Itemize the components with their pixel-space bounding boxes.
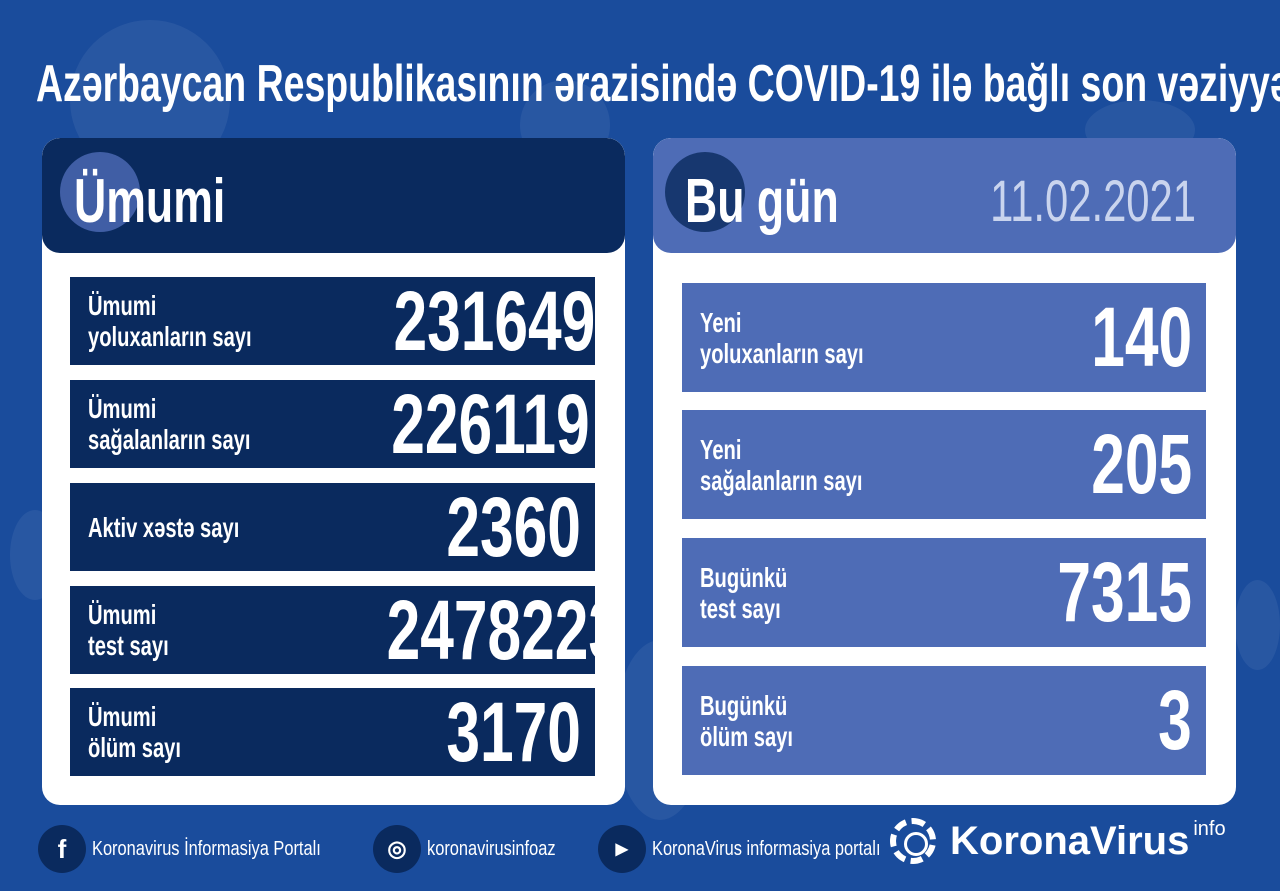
today-heading: Bu gün <box>685 167 839 236</box>
sun-logo-icon <box>890 818 936 864</box>
stat-row: Ümumi yoluxanların sayı 231649 <box>70 274 596 368</box>
total-heading: Ümumi <box>74 167 226 236</box>
stat-row: Ümumi test sayı 2478223 <box>70 583 622 677</box>
stat-row: Ümumi ölüm sayı 3170 <box>70 685 595 779</box>
total-panel: Ümumi Ümumi yoluxanların sayı 231649 Ümumi… <box>42 138 625 805</box>
virus-decoration <box>1235 580 1280 670</box>
stat-value: 140 <box>1091 290 1192 384</box>
footer: f Koronavirus İnformasiya Portalı ◎ korona… <box>38 824 1238 874</box>
brand-logo: KoronaVirus info <box>890 818 1226 864</box>
today-header: Bu gün 11.02.2021 <box>653 138 1236 253</box>
youtube-icon: ▶ <box>597 825 646 873</box>
stat-row: Yeni sağalanların sayı 205 <box>682 410 1206 519</box>
stat-row: Yeni yoluxanların sayı 140 <box>682 283 1206 392</box>
stat-value: 2360 <box>446 479 581 574</box>
virus-icon <box>665 152 745 232</box>
stat-value: 226119 <box>390 376 590 471</box>
youtube-link[interactable]: ▶ KoronaVirus informasiya portalı <box>597 825 931 873</box>
stat-value: 3170 <box>446 684 581 779</box>
today-panel: Bu gün 11.02.2021 Yeni yoluxanların sayı 1… <box>653 138 1236 805</box>
date: 11.02.2021 <box>990 169 1196 234</box>
stat-value: 3 <box>1158 673 1192 767</box>
instagram-icon: ◎ <box>373 825 422 873</box>
stat-value: 2478223 <box>386 582 623 677</box>
facebook-link[interactable]: f Koronavirus İnformasiya Portalı <box>38 825 371 873</box>
facebook-icon: f <box>38 825 86 873</box>
virus-icon <box>60 152 140 232</box>
instagram-link[interactable]: ◎ koronavirusinfoaz <box>373 825 584 873</box>
stat-value: 7315 <box>1057 545 1192 639</box>
stat-row: Bugünkü test sayı 7315 <box>682 538 1206 647</box>
total-header: Ümumi <box>42 138 625 253</box>
page-title: Azərbaycan Respublikasının ərazisində CO… <box>36 55 1280 113</box>
stat-value: 231649 <box>393 273 596 368</box>
stat-row: Bugünkü ölüm sayı 3 <box>682 666 1206 775</box>
stat-row: Ümumi sağalanların sayı 226119 <box>70 377 595 471</box>
stat-row: Aktiv xəstə sayı 2360 <box>70 480 595 574</box>
stat-value: 205 <box>1091 417 1192 511</box>
